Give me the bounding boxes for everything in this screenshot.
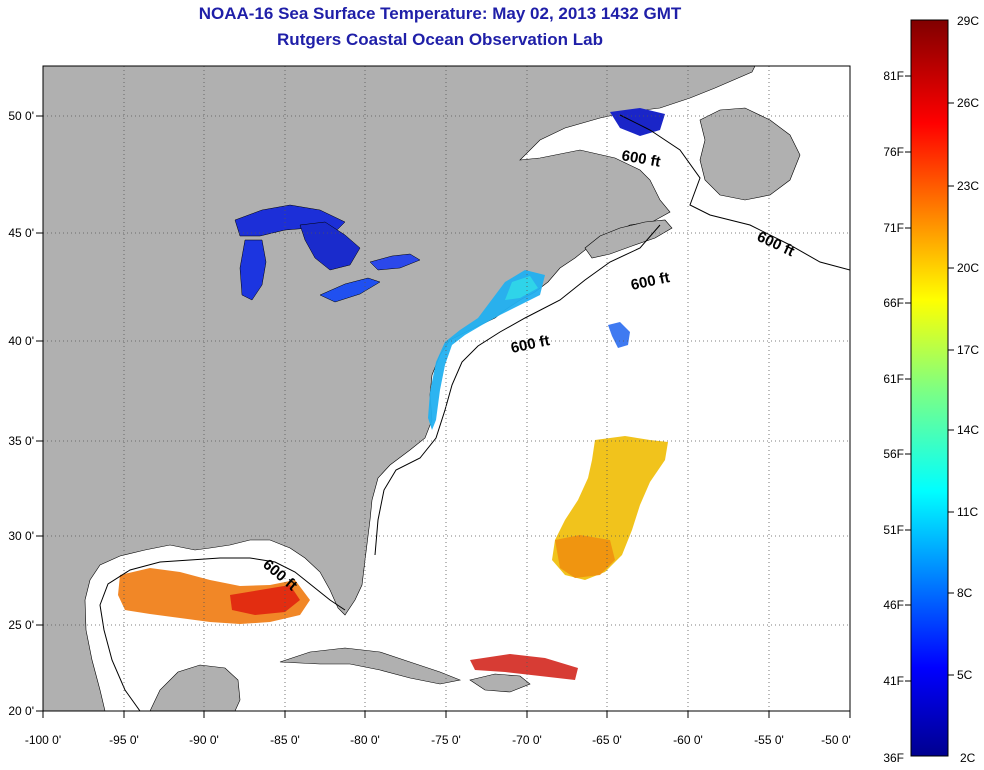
lat-tick-label: 45 0' [8, 226, 34, 240]
sst-shelf-patch [608, 322, 630, 348]
colorbar-c-label: 11C [957, 505, 978, 519]
sst-shelf-band-inner [505, 276, 538, 300]
colorbar-c-label: 5C [957, 668, 973, 682]
colorbar-f-label: 81F [883, 69, 904, 83]
lon-tick-label: -85 0' [270, 733, 300, 747]
lon-tick-label: -80 0' [350, 733, 380, 747]
lon-tick-label: -70 0' [512, 733, 542, 747]
hispaniola-land [469, 673, 531, 693]
lon-tick-label: -50 0' [821, 733, 851, 747]
lon-tick-label: -55 0' [754, 733, 784, 747]
lon-tick-label: -90 0' [189, 733, 219, 747]
colorbar-f-label: 66F [883, 296, 904, 310]
lat-tick-label: 35 0' [8, 434, 34, 448]
lat-tick-label: 50 0' [8, 109, 34, 123]
map-subtitle: Rutgers Coastal Ocean Observation Lab [277, 30, 603, 49]
colorbar-f-bottom: 36F [883, 751, 904, 765]
nova-scotia-land [584, 219, 673, 259]
sst-gulf-hot [230, 585, 300, 615]
sst-offshore-warm-2 [555, 535, 615, 578]
graticule [43, 66, 850, 711]
colorbar-c-label: 8C [957, 586, 973, 600]
colorbar-f-label: 76F [883, 145, 904, 159]
lon-tick-label: -95 0' [109, 733, 139, 747]
colorbar-c-label: 14C [957, 423, 979, 437]
colorbar-f-label: 41F [883, 674, 904, 688]
depth-label: 600 ft [620, 147, 662, 171]
lat-tick-label: 20 0' [8, 704, 34, 718]
map-title: NOAA-16 Sea Surface Temperature: May 02,… [198, 4, 682, 23]
lat-tick-label: 40 0' [8, 334, 34, 348]
colorbar-f-label: 61F [883, 372, 904, 386]
colorbar-f-label: 56F [883, 447, 904, 461]
lon-tick-label: -100 0' [25, 733, 61, 747]
colorbar-c-label: 17C [957, 343, 979, 357]
cuba-land [279, 647, 462, 685]
gulf-of-st-lawrence-water [610, 108, 665, 136]
colorbar-c-top: 29C [957, 14, 979, 28]
lake-erie [319, 277, 381, 303]
temperature-colorbar [910, 19, 949, 757]
colorbar-c-bottom: 2C [960, 751, 976, 765]
depth-contour-600ft [99, 114, 850, 711]
newfoundland-land [699, 107, 801, 201]
colorbar-c-label: 20C [957, 261, 979, 275]
lon-tick-label: -65 0' [592, 733, 622, 747]
lat-tick-label: 25 0' [8, 618, 34, 632]
north-america-land [43, 66, 756, 711]
lake-michigan [239, 239, 267, 301]
colorbar-f-label: 71F [883, 221, 904, 235]
colorbar-f-label: 51F [883, 523, 904, 537]
lake-huron [299, 221, 361, 271]
sst-caribbean-warm [470, 654, 578, 680]
lon-tick-label: -75 0' [431, 733, 461, 747]
lon-tick-label: -60 0' [673, 733, 703, 747]
colorbar-c-label: 26C [957, 96, 979, 110]
colorbar-f-label: 46F [883, 598, 904, 612]
yucatan-land [149, 664, 241, 711]
lake-ontario [369, 253, 421, 271]
colorbar-c-label: 23C [957, 179, 979, 193]
lat-tick-label: 30 0' [8, 529, 34, 543]
